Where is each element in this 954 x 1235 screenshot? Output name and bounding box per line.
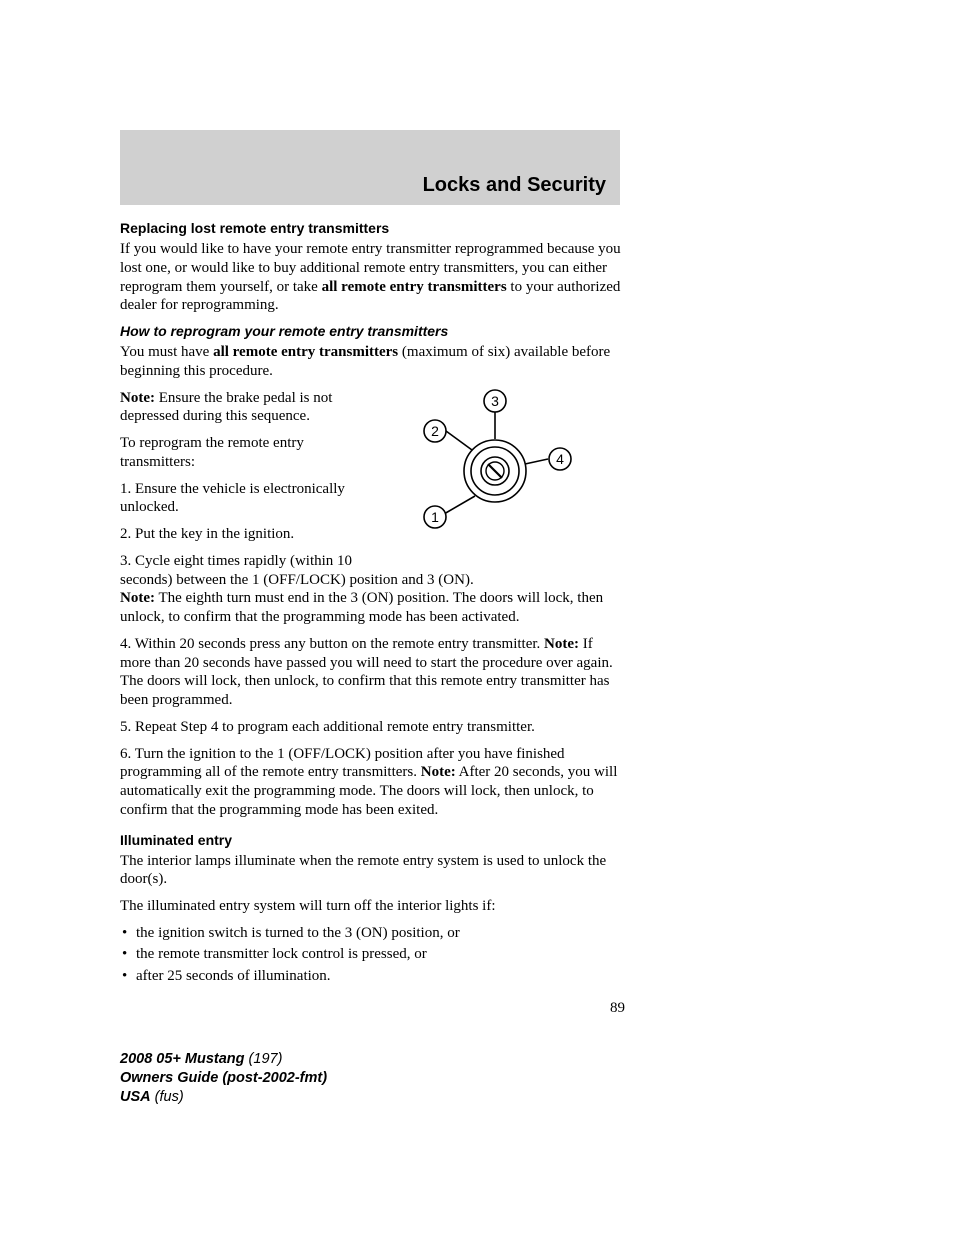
paragraph: You must have all remote entry transmitt… — [120, 343, 625, 381]
text: You must have — [120, 344, 213, 360]
footer-line-2: Owners Guide (post-2002-fmt) — [120, 1069, 327, 1088]
paragraph: Note: The eighth turn must end in the 3 … — [120, 589, 625, 627]
diagram-label-1: 1 — [431, 509, 439, 525]
chapter-title: Locks and Security — [423, 174, 606, 197]
paragraph: If you would like to have your remote en… — [120, 240, 625, 315]
footer-line-3: USA (fus) — [120, 1088, 327, 1107]
footer-line-1: 2008 05+ Mustang (197) — [120, 1050, 327, 1069]
ignition-diagram-svg: 1 2 3 4 — [375, 389, 625, 549]
diagram-label-3: 3 — [491, 393, 499, 409]
bullet-item: the ignition switch is turned to the 3 (… — [120, 924, 625, 944]
section-heading-illuminated: Illuminated entry — [120, 832, 625, 848]
text: 4. Within 20 seconds press any button on… — [120, 636, 544, 652]
paragraph: The illuminated entry system will turn o… — [120, 897, 625, 916]
section-heading-how: How to reprogram your remote entry trans… — [120, 323, 625, 339]
step-3: 3. Cycle eight times rapidly (within 10 … — [120, 552, 625, 590]
footer-model: 2008 05+ Mustang — [120, 1051, 245, 1067]
footer-region-code: (fus) — [151, 1089, 184, 1105]
text-bold: all remote entry transmitters — [213, 344, 398, 360]
step-4: 4. Within 20 seconds press any button on… — [120, 635, 625, 710]
diagram-label-2: 2 — [431, 423, 439, 439]
note-label: Note: — [421, 764, 456, 780]
page-content: Replacing lost remote entry transmitters… — [120, 220, 625, 1017]
note-label: Note: — [120, 590, 155, 606]
text-bold: all remote entry transmitters — [322, 279, 507, 295]
note-label: Note: — [544, 636, 579, 652]
diagram-label-4: 4 — [556, 451, 564, 467]
bullet-item: after 25 seconds of illumination. — [120, 967, 625, 987]
paragraph: The interior lamps illuminate when the r… — [120, 852, 625, 890]
text: The eighth turn must end in the 3 (ON) p… — [120, 590, 603, 625]
bullet-item: the remote transmitter lock control is p… — [120, 945, 625, 965]
footer: 2008 05+ Mustang (197) Owners Guide (pos… — [120, 1050, 327, 1107]
footer-code: (197) — [245, 1051, 283, 1067]
page-number: 89 — [120, 1000, 625, 1017]
step-6: 6. Turn the ignition to the 1 (OFF/LOCK)… — [120, 745, 625, 820]
footer-region: USA — [120, 1089, 151, 1105]
note-label: Note: — [120, 390, 155, 406]
chapter-header-band: Locks and Security — [120, 130, 620, 205]
section-heading-replacing: Replacing lost remote entry transmitters — [120, 220, 625, 236]
step-5: 5. Repeat Step 4 to program each additio… — [120, 718, 625, 737]
ignition-diagram: 1 2 3 4 — [375, 389, 625, 549]
